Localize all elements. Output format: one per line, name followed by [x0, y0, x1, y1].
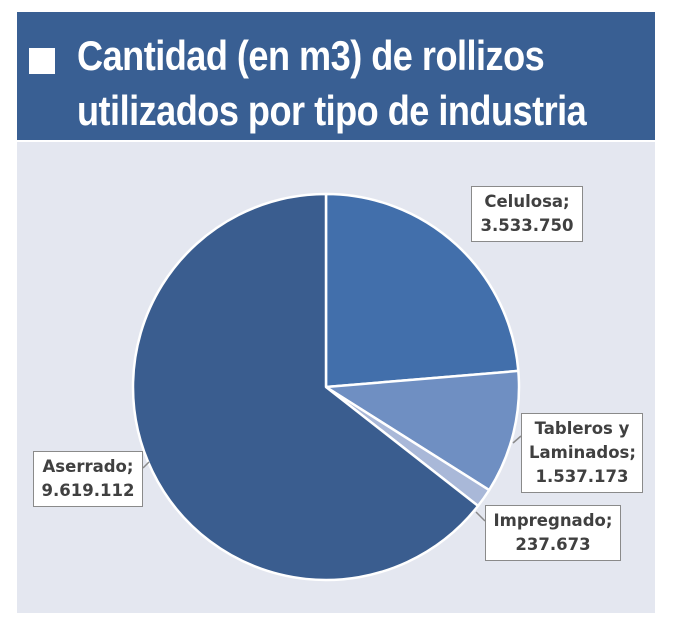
callout-tableros-label-2: Laminados;: [529, 443, 636, 462]
leader-line-impregnado: [475, 511, 486, 522]
callout-impregnado: Impregnado; 237.673: [485, 505, 621, 561]
chart-title-line-2: utilizados por tipo de industria: [77, 87, 587, 134]
pie-slice-tableros: [324, 369, 521, 492]
chart-header: Cantidad (en m3) de rollizos utilizados …: [17, 12, 655, 140]
callout-celulosa-label: Celulosa;: [484, 192, 570, 211]
callout-celulosa: Celulosa; 3.533.750: [471, 186, 583, 242]
leader-line-aserrado: [142, 461, 150, 469]
callout-tableros-label-1: Tableros y: [534, 419, 630, 438]
pie-slice-aserrado: [131, 192, 480, 582]
callout-aserrado-label: Aserrado;: [42, 457, 134, 476]
callout-impregnado-label: Impregnado;: [493, 511, 613, 530]
pie-slice-celulosa: [324, 192, 520, 389]
bullet-square-icon: [29, 48, 55, 74]
callout-celulosa-value: 3.533.750: [480, 216, 574, 235]
callout-aserrado-value: 9.619.112: [41, 481, 135, 500]
chart-title-line-1: Cantidad (en m3) de rollizos: [77, 32, 545, 79]
callout-tableros-value: 1.537.173: [535, 467, 629, 486]
leader-line-tableros: [512, 435, 522, 444]
callout-impregnado-value: 237.673: [515, 535, 591, 554]
callout-tableros: Tableros y Laminados; 1.537.173: [521, 413, 643, 493]
chart-title: Cantidad (en m3) de rollizos utilizados …: [77, 28, 587, 138]
callout-aserrado: Aserrado; 9.619.112: [33, 451, 143, 507]
